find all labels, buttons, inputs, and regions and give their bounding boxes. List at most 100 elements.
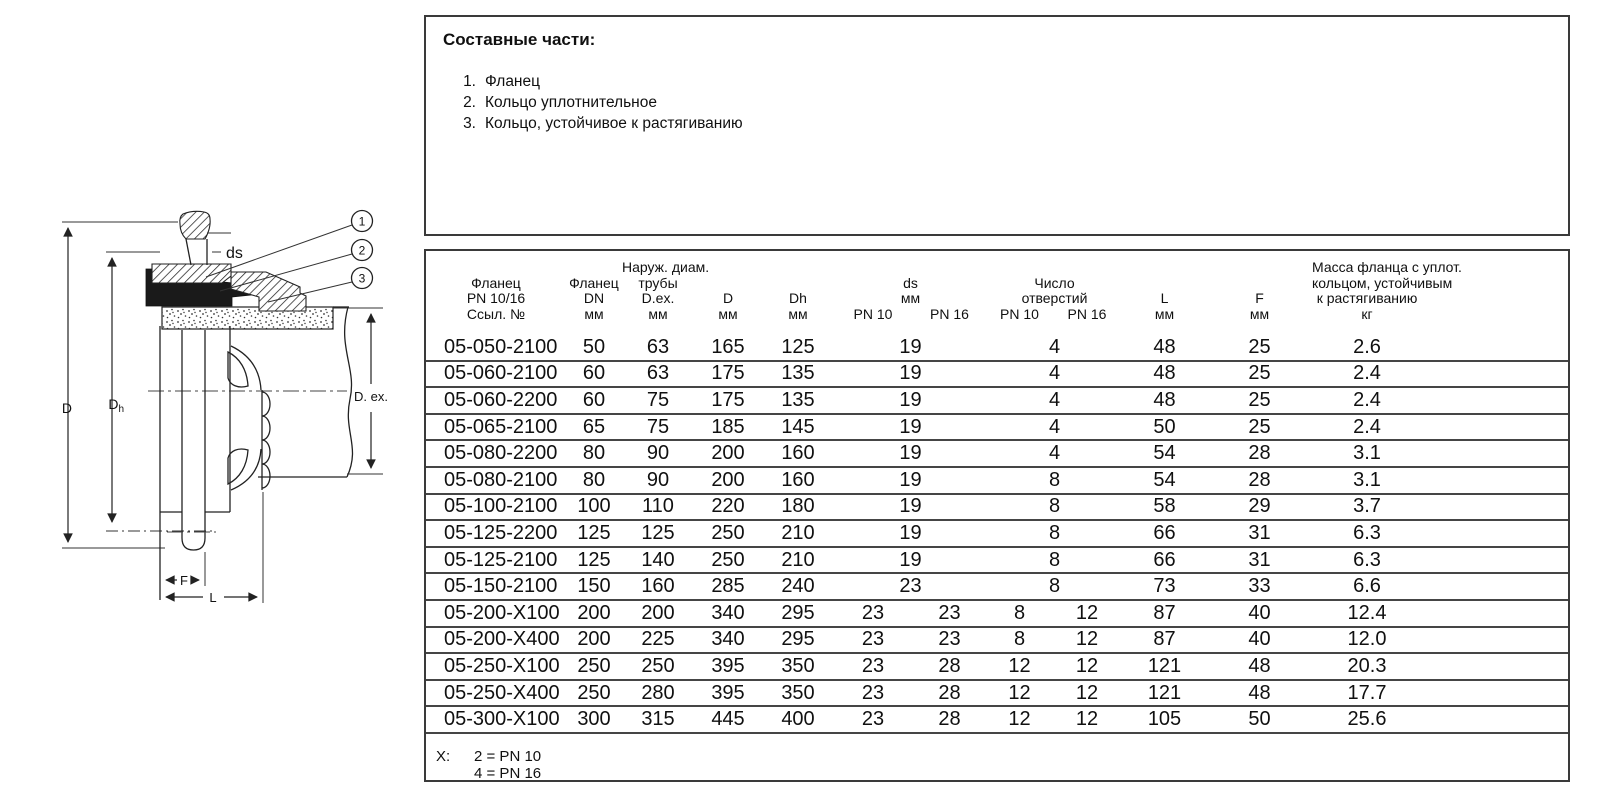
cell-mass: 2.4 [1312,360,1422,389]
cell-dex: 225 [622,626,694,655]
cell-holes: 4 [987,413,1122,442]
cell-f: 48 [1207,679,1312,708]
cell-filler [1422,679,1568,708]
callout-2: 2 [350,238,374,262]
header-mass-unit: кг [1361,305,1373,322]
cell-dex: 75 [622,387,694,415]
cell-d: 340 [694,599,762,628]
cell-mass: 3.1 [1312,466,1422,495]
cell-dh: 160 [762,440,834,468]
cell-l: 105 [1122,706,1207,734]
dimension-Dh: Dh [106,251,216,532]
table-header: Наруж. диам. Масса фланца с уплот. Флане… [426,259,1568,335]
cell-l: 54 [1122,440,1207,468]
cell-ds: 19 [834,546,987,575]
bolt-lower [181,330,206,551]
cell-dex: 280 [622,679,694,708]
header-dex-line1: Наруж. диам. [622,259,710,275]
svg-text:2: 2 [359,244,366,258]
header-holes-pn10: PN 10 [1000,305,1039,322]
cell-mass: 3.7 [1312,493,1422,522]
label-Dex: D. ex. [354,389,388,404]
cell-dn: 65 [566,413,622,442]
pipe-break-line [344,306,354,478]
cell-dn: 50 [566,335,622,362]
cell-holes-pn10: 8 [987,626,1052,655]
cell-dex: 90 [622,440,694,468]
label-L: L [209,590,216,605]
cell-ds-pn16: 23 [912,599,987,628]
cell-d: 285 [694,573,762,601]
cell-f: 29 [1207,493,1312,522]
label-D: D [62,400,72,416]
cell-dh: 350 [762,679,834,708]
cell-mass: 17.7 [1312,679,1422,708]
header-dh-line1: Dh [789,290,807,306]
cell-ds: 19 [834,493,987,522]
cell-dex: 110 [622,493,694,522]
header-d-unit: мм [718,305,738,322]
list-item-label: Кольцо уплотнительное [485,94,657,111]
dimension-Dex: D. ex. [333,307,388,475]
cell-ds: 19 [834,440,987,468]
cell-holes: 8 [987,466,1122,495]
cell-ds-pn10: 23 [834,679,912,708]
dimension-D: D [62,221,178,549]
cell-dh: 145 [762,413,834,442]
header-mass-line1: Масса фланца с уплот. [1312,259,1462,275]
cell-f: 25 [1207,413,1312,442]
header-mass-line3: к растягиванию [1316,290,1418,306]
cell-mass: 6.3 [1312,520,1422,548]
cell-f: 31 [1207,546,1312,575]
table-row: 05-125-2200 125 125 250 210 19 8 66 31 6.3 [426,520,1568,548]
svg-text:3: 3 [359,272,366,286]
cell-ref: 05-300-X100 [426,706,566,734]
grip-teeth [261,391,271,489]
cell-f: 25 [1207,387,1312,415]
header-ds-line2: мм [900,290,921,306]
cell-mass: 2.4 [1312,387,1422,415]
spec-table: Наруж. диам. Масса фланца с уплот. Флане… [426,259,1568,734]
dimension-L: L [165,492,264,605]
header-ds-pn16: PN 16 [930,305,969,322]
cell-dex: 200 [622,599,694,628]
cell-dn: 100 [566,493,622,522]
cell-mass: 25.6 [1312,706,1422,734]
cell-l: 48 [1122,335,1207,362]
header-ds-line1: ds [903,274,918,291]
header-ref-line1: Фланец [471,274,521,291]
cell-holes-pn10: 12 [987,679,1052,708]
cell-dh: 350 [762,653,834,681]
table-row: 05-250-X400 250 280 395 350 23 28 12 12 121 48 17.7 [426,679,1568,708]
cell-d: 175 [694,387,762,415]
cell-d: 395 [694,679,762,708]
list-item-number: 1. [463,73,476,90]
cell-holes: 8 [987,520,1122,548]
cell-filler [1422,520,1568,548]
cell-holes-pn16: 12 [1052,706,1122,734]
cell-dn: 150 [566,573,622,601]
cell-ds: 19 [834,387,987,415]
list-item: 2. Кольцо уплотнительное [456,92,1568,113]
cell-l: 66 [1122,520,1207,548]
cell-holes: 8 [987,573,1122,601]
components-box: Составные части: 1. Фланец 2. Кольцо упл… [424,15,1570,236]
cell-dn: 200 [566,626,622,655]
footnote-x-label: X: [436,747,451,765]
cell-ref: 05-250-X100 [426,653,566,681]
list-item: 1. Фланец [456,71,1568,92]
cell-f: 40 [1207,599,1312,628]
cell-dh: 135 [762,360,834,389]
cell-ref: 05-080-2100 [426,466,566,495]
bolt-head [179,210,211,240]
cell-f: 50 [1207,706,1312,734]
cell-dn: 125 [566,546,622,575]
cell-filler [1422,493,1568,522]
cell-filler [1422,466,1568,495]
cell-holes: 8 [987,546,1122,575]
section-parts [145,210,307,312]
cell-ref: 05-060-2100 [426,360,566,389]
footnote-lines: 2 = PN 10 4 = PN 16 [474,748,541,782]
cell-filler [1422,387,1568,415]
